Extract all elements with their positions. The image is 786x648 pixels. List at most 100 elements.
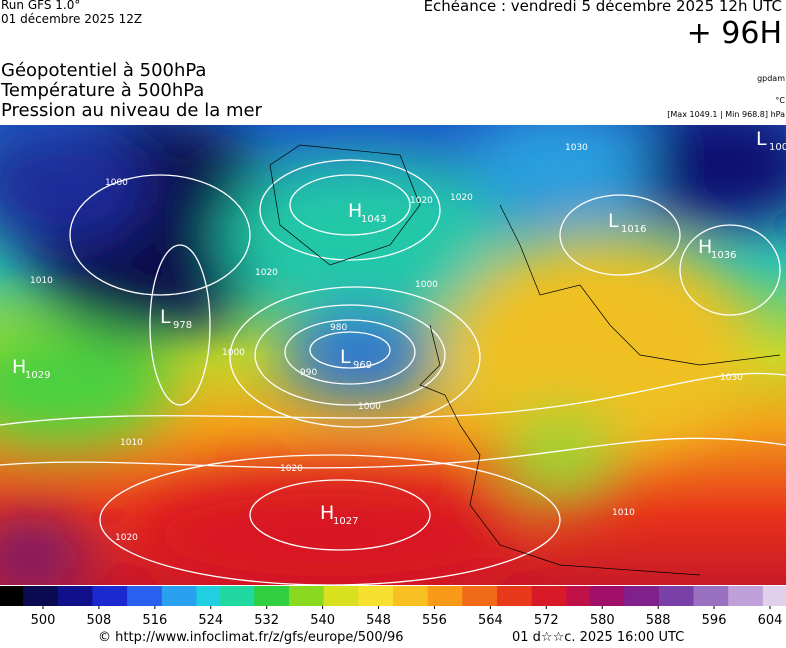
- colorbar-swatch: [681, 586, 695, 606]
- colorbar-swatch: [46, 586, 59, 606]
- colorbar-swatch: [520, 586, 533, 606]
- colorbar-swatch: [277, 586, 290, 606]
- colorbar-swatch: [104, 586, 117, 606]
- colorbar-swatch: [57, 586, 70, 606]
- unit: gpdam: [757, 74, 785, 83]
- isobar-label: 1000: [415, 280, 438, 290]
- isobar-label: 1020: [410, 196, 433, 206]
- colorbar-swatch: [404, 586, 417, 606]
- field: Température à 500hPa: [1, 80, 205, 101]
- colorbar-label: 548: [366, 613, 391, 628]
- colorbar-swatch: [381, 586, 394, 606]
- center-letter: L: [756, 128, 767, 150]
- center-letter: L: [340, 346, 351, 368]
- center-value: 100: [769, 142, 786, 153]
- colorbar-swatch: [312, 586, 325, 606]
- isobar-label: 1020: [255, 268, 278, 278]
- run-date: 01 décembre 2025 12Z: [1, 12, 143, 26]
- colorbar-label: 596: [702, 613, 727, 628]
- colorbar-swatch: [184, 586, 197, 606]
- colorbar-swatch: [300, 586, 313, 606]
- valid-time: Echéance : vendredi 5 décembre 2025 12h …: [423, 0, 782, 15]
- colorbar-swatch: [635, 586, 648, 606]
- center-letter: L: [160, 306, 171, 328]
- isobar-label: 990: [300, 368, 317, 378]
- colorbar-label: 508: [87, 613, 112, 628]
- center-letter: H: [698, 236, 712, 258]
- colorbar-swatch: [80, 586, 93, 606]
- colorbar-swatch: [416, 586, 429, 606]
- colorbar-swatch: [427, 586, 440, 606]
- colorbar-label: 604: [758, 613, 783, 628]
- colorbar-swatch: [774, 586, 786, 606]
- colorbar-label: 572: [534, 613, 559, 628]
- colorbar-swatch: [473, 586, 486, 606]
- colorbar-swatch: [670, 586, 683, 606]
- colorbar-swatch: [439, 586, 452, 606]
- isobar-label: 1010: [30, 276, 53, 286]
- colorbar-swatch: [693, 586, 706, 606]
- run: Run GFS 1.0°: [1, 0, 81, 12]
- colorbar-swatch: [69, 586, 82, 606]
- center-letter: H: [348, 200, 362, 222]
- colorbar-swatch: [762, 586, 775, 606]
- colorbar-swatch: [716, 586, 729, 606]
- colorbar-swatch: [138, 586, 151, 606]
- colorbar-label: 524: [198, 613, 223, 628]
- colorbar-swatch: [393, 586, 406, 606]
- unit: °C: [775, 96, 785, 105]
- colorbar-swatch: [115, 586, 128, 606]
- colorbar-swatch: [554, 586, 567, 606]
- isobar-label: 1020: [115, 533, 138, 543]
- colorbar-swatch: [728, 586, 741, 606]
- colorbar-label: 564: [478, 613, 503, 628]
- colorbar-label: 580: [590, 613, 615, 628]
- colorbar-label: 516: [142, 613, 167, 628]
- colorbar-swatch: [323, 586, 336, 606]
- center-value: 1016: [621, 224, 646, 235]
- colorbar-swatch: [739, 586, 752, 606]
- source: © http://www.infoclimat.fr/z/gfs/europe/…: [98, 630, 404, 645]
- colorbar-swatch: [369, 586, 382, 606]
- colorbar-label: 500: [31, 613, 56, 628]
- colorbar-swatch: [462, 586, 475, 606]
- isobar-label: 1020: [450, 193, 473, 203]
- center-value: 1027: [333, 516, 358, 527]
- colorbar-swatch: [566, 586, 579, 606]
- colorbar-swatch: [531, 586, 544, 606]
- colorbar-swatch: [208, 586, 221, 606]
- center-value: 1043: [361, 214, 386, 225]
- colorbar-swatch: [543, 586, 556, 606]
- center-value: 969: [353, 360, 372, 371]
- colorbar-swatch: [23, 586, 36, 606]
- center-value: 1029: [25, 370, 50, 381]
- center-letter: H: [320, 502, 334, 524]
- isobar-label: 1010: [120, 438, 143, 448]
- colorbar-swatch: [150, 586, 163, 606]
- colorbar-swatch: [658, 586, 671, 606]
- colorbar-swatch: [577, 586, 590, 606]
- colorbar-swatch: [612, 586, 625, 606]
- center-value: 1036: [711, 250, 736, 261]
- field: Géopotentiel à 500hPa: [1, 60, 207, 81]
- field: Pression au niveau de la mer: [1, 100, 262, 121]
- colorbar-swatch: [161, 586, 174, 606]
- colorbar-swatch: [288, 586, 302, 606]
- isobar-label: 1000: [358, 402, 381, 412]
- colorbar-swatch: [601, 586, 614, 606]
- colorbar-swatch: [173, 586, 186, 606]
- colorbar-swatch: [751, 586, 764, 606]
- lead-time: + 96H: [686, 16, 782, 51]
- isobar-label: 1020: [280, 464, 303, 474]
- isobar-label: 1030: [720, 373, 743, 383]
- isobar-label: 1030: [565, 143, 588, 153]
- colorbar-swatch: [11, 586, 24, 606]
- colorbar-label: 556: [422, 613, 447, 628]
- colorbar-swatch: [219, 586, 232, 606]
- colorbar-swatch: [497, 586, 510, 606]
- colorbar-swatch: [254, 586, 267, 606]
- colorbar-swatch: [624, 586, 637, 606]
- colorbar-swatch: [705, 586, 718, 606]
